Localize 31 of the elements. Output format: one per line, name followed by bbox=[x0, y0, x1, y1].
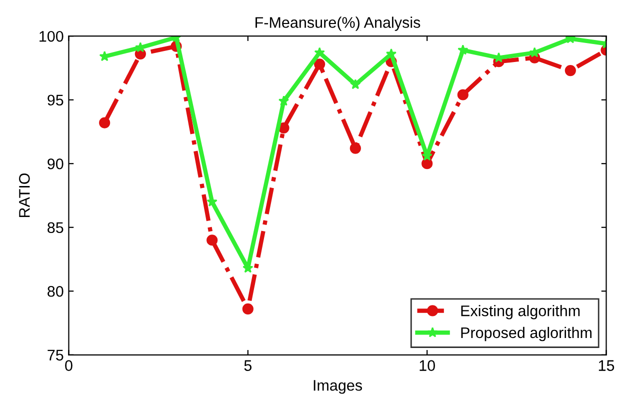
point bbox=[529, 47, 540, 58]
y-tick-label: 75 bbox=[48, 350, 64, 361]
y-tick-label: 90 bbox=[48, 158, 64, 170]
point bbox=[564, 64, 576, 76]
point bbox=[350, 78, 361, 90]
y-axis-title: RATIO bbox=[19, 173, 30, 218]
point bbox=[350, 142, 361, 154]
y-tick-label: 95 bbox=[48, 94, 64, 106]
point bbox=[99, 50, 110, 62]
point bbox=[99, 117, 110, 128]
x-tick-label: 10 bbox=[420, 360, 435, 371]
point bbox=[386, 48, 397, 59]
y-tick-label: 80 bbox=[48, 286, 64, 297]
point bbox=[206, 234, 218, 246]
legend-label: Proposed aglorithm bbox=[461, 326, 592, 342]
legend-label: Existing algorithm bbox=[461, 305, 580, 320]
chart-title: F-Meansure(%) Analysis bbox=[256, 16, 420, 31]
x-tick-label: 5 bbox=[244, 360, 252, 371]
x-axis-title: Images bbox=[314, 380, 362, 394]
point bbox=[242, 303, 254, 315]
point bbox=[457, 89, 468, 100]
point bbox=[314, 47, 325, 58]
point bbox=[278, 96, 290, 106]
y-tick-label: 100 bbox=[40, 30, 64, 42]
point bbox=[206, 196, 218, 206]
y-tick-label: 85 bbox=[48, 222, 64, 234]
x-tick-label: 15 bbox=[598, 360, 614, 371]
point bbox=[422, 158, 433, 170]
point bbox=[314, 58, 326, 70]
x-tick-label: 0 bbox=[65, 360, 72, 371]
point bbox=[458, 44, 468, 55]
